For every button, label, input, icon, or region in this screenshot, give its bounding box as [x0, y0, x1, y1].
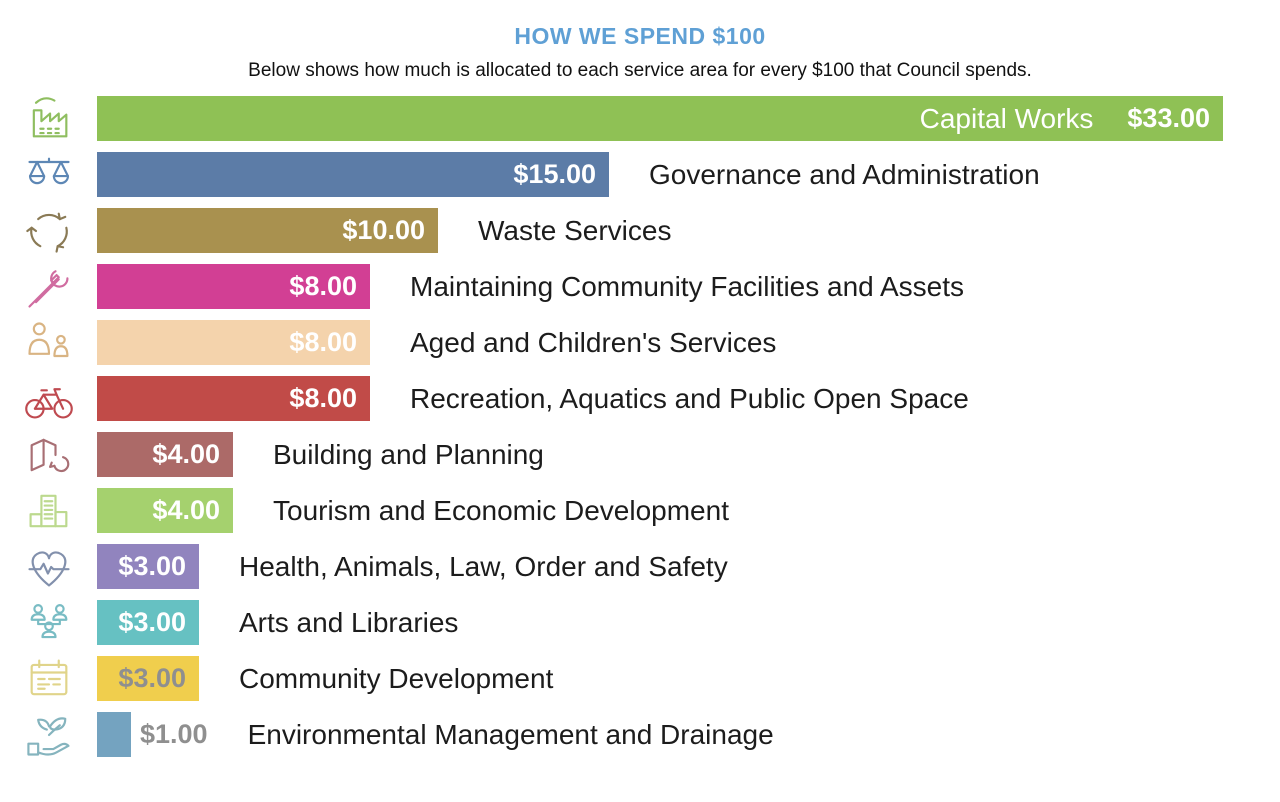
bar: $15.00	[97, 152, 609, 198]
map-icon	[0, 432, 97, 477]
adult-child-icon	[0, 320, 97, 365]
bar-category-label: Arts and Libraries	[239, 606, 459, 638]
bar-category-label: Recreation, Aquatics and Public Open Spa…	[410, 382, 969, 414]
bar: $3.00	[97, 600, 199, 646]
bar-category-label: Health, Animals, Law, Order and Safety	[239, 550, 728, 582]
bar: $8.00	[97, 376, 370, 422]
chart-row: $8.00 Maintaining Community Facilities a…	[0, 264, 1280, 310]
bar-value-label: $10.00	[342, 215, 425, 246]
chart-row: $1.00 Environmental Management and Drain…	[0, 712, 1280, 758]
chart-rows: Capital Works $33.00 $15.00 Governance a…	[0, 96, 1280, 758]
heart-pulse-icon	[0, 544, 97, 589]
page-title: HOW WE SPEND $100	[514, 23, 766, 49]
bar: $4.00	[97, 488, 233, 534]
chart-row: $8.00 Recreation, Aquatics and Public Op…	[0, 376, 1280, 422]
chart-row: $3.00 Arts and Libraries	[0, 600, 1280, 646]
bar-value-label: $3.00	[118, 551, 186, 582]
chart-row: $8.00 Aged and Children's Services	[0, 320, 1280, 366]
factory-icon	[0, 96, 97, 141]
hand-leaves-icon	[0, 712, 97, 757]
chart-row: Capital Works $33.00	[0, 96, 1280, 142]
bar-value-label: $3.00	[118, 663, 186, 694]
bar-value-label: $3.00	[118, 607, 186, 638]
bar-category-label: Aged and Children's Services	[410, 326, 777, 358]
chart-row: $3.00 Community Development	[0, 656, 1280, 702]
bar	[97, 712, 131, 758]
bar-value-label: $4.00	[152, 495, 220, 526]
bar-value-label: $4.00	[152, 439, 220, 470]
chart-row: $3.00 Health, Animals, Law, Order and Sa…	[0, 544, 1280, 590]
bar-value-label: $15.00	[513, 159, 596, 190]
recycle-icon	[0, 208, 97, 253]
bicycle-icon	[0, 376, 97, 421]
people-group-icon	[0, 600, 97, 645]
chart-row: $4.00 Building and Planning	[0, 432, 1280, 478]
chart-row: $4.00 Tourism and Economic Development	[0, 488, 1280, 534]
tools-icon	[0, 264, 97, 309]
bar-category-label: Capital Works	[919, 102, 1094, 134]
bar-category-label: Tourism and Economic Development	[273, 494, 729, 526]
bar-value-label: $8.00	[289, 327, 357, 358]
bar: $8.00	[97, 320, 370, 366]
buildings-icon	[0, 488, 97, 533]
bar: $3.00	[97, 544, 199, 590]
chart-row: $15.00 Governance and Administration	[0, 152, 1280, 198]
bar-category-label: Maintaining Community Facilities and Ass…	[410, 270, 965, 302]
page-subtitle: Below shows how much is allocated to eac…	[248, 60, 1032, 82]
bar-category-label: Governance and Administration	[649, 158, 1040, 190]
bar-value-label: $1.00	[140, 719, 208, 750]
bar: $10.00	[97, 208, 438, 254]
bar-category-label: Waste Services	[478, 214, 672, 246]
chart-row: $10.00 Waste Services	[0, 208, 1280, 254]
bar: $8.00	[97, 264, 370, 310]
bar: $3.00	[97, 656, 199, 702]
bar-value-label: $8.00	[289, 271, 357, 302]
bar: $4.00	[97, 432, 233, 478]
bar-category-label: Building and Planning	[273, 438, 544, 470]
bar-value-label: $33.00	[1127, 103, 1210, 134]
bar-category-label: Community Development	[239, 662, 554, 694]
header: HOW WE SPEND $100 Below shows how much i…	[0, 0, 1280, 83]
bar: Capital Works $33.00	[97, 96, 1223, 142]
scales-icon	[0, 152, 97, 197]
bar-category-label: Environmental Management and Drainage	[247, 718, 774, 750]
calendar-icon	[0, 656, 97, 701]
bar-value-label: $8.00	[289, 383, 357, 414]
